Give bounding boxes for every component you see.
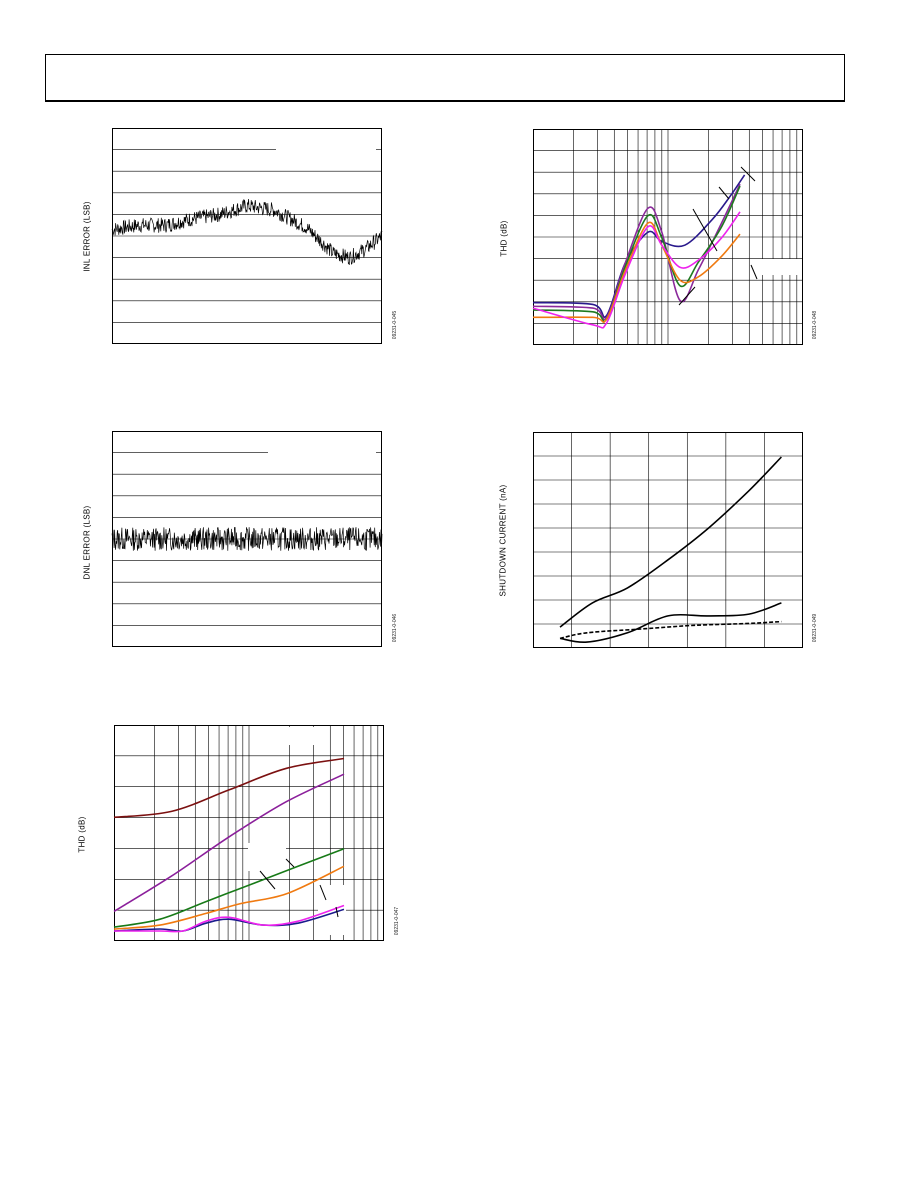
thd-bottom-pointer-4 — [335, 906, 339, 918]
thd-top-series-2 — [532, 185, 741, 323]
thd-bottom-pointer-2 — [285, 858, 295, 868]
thd-bottom-series-4 — [113, 908, 345, 933]
dnl-error-plot — [111, 431, 383, 652]
page-header-box — [45, 54, 845, 102]
dnl-legend-area — [268, 444, 376, 458]
shutdown-y-axis-label: SHUTDOWN CURRENT (nA) — [498, 484, 508, 597]
inl-series-0 — [111, 198, 383, 265]
thd-top-label-area — [757, 259, 801, 275]
thd-top-pointer-3 — [692, 208, 718, 252]
thd-bottom-y-axis-label: THD (dB) — [77, 816, 87, 853]
thd-bottom-series-0 — [113, 757, 345, 819]
shutdown-series-0 — [559, 456, 782, 628]
thd-bottom-series-3 — [113, 865, 345, 930]
shutdown-series-2 — [559, 620, 782, 640]
thd-top-plot — [532, 129, 803, 350]
dnl-figure-code: 09231-0-046 — [392, 613, 398, 643]
thd-top-series-3 — [532, 221, 741, 324]
dnl-error-chart — [111, 431, 383, 647]
shutdown-frame — [533, 432, 803, 648]
thd-bottom-series-1 — [113, 773, 345, 913]
dnl-y-axis-label: DNL ERROR (LSB) — [82, 505, 92, 580]
thd-bottom-note-area — [286, 727, 316, 745]
inl-error-chart — [111, 128, 383, 344]
thd-bottom-pointer-1 — [259, 870, 276, 890]
inl-figure-code: 09231-0-045 — [392, 310, 398, 340]
inl-y-axis-label: INL ERROR (LSB) — [82, 201, 92, 272]
thd-top-series-1 — [532, 183, 741, 321]
thd-top-pointer-5 — [750, 264, 758, 280]
shutdown-series-1 — [559, 602, 782, 644]
thd-bottom-series-2 — [113, 847, 345, 928]
thd-top-pointer-4 — [678, 286, 696, 306]
thd-bottom-series-5 — [114, 904, 345, 933]
shutdown-current-chart — [533, 432, 803, 648]
dnl-series-0 — [111, 527, 383, 551]
inl-error-plot — [111, 128, 383, 349]
thd-bottom-pointer-3 — [319, 884, 327, 901]
thd-top-pointer-2 — [718, 186, 730, 200]
thd-bottom-plot — [113, 725, 384, 946]
thd-bottom-chart — [113, 725, 384, 941]
thd-top-series-0 — [532, 174, 746, 318]
thd-top-figure-code: 09231-0-048 — [812, 310, 818, 340]
thd-top-chart — [532, 129, 803, 345]
thd-bottom-figure-code: 09231-0-047 — [394, 906, 400, 936]
thd-bottom-label-area-a — [248, 843, 286, 871]
shutdown-plot — [533, 432, 803, 653]
thd-top-pointer-1 — [740, 166, 756, 182]
thd-top-y-axis-label: THD (dB) — [499, 220, 509, 257]
inl-legend-area — [276, 140, 376, 154]
thd-top-series-4 — [532, 211, 741, 329]
shutdown-figure-code: 09231-0-049 — [812, 613, 818, 643]
